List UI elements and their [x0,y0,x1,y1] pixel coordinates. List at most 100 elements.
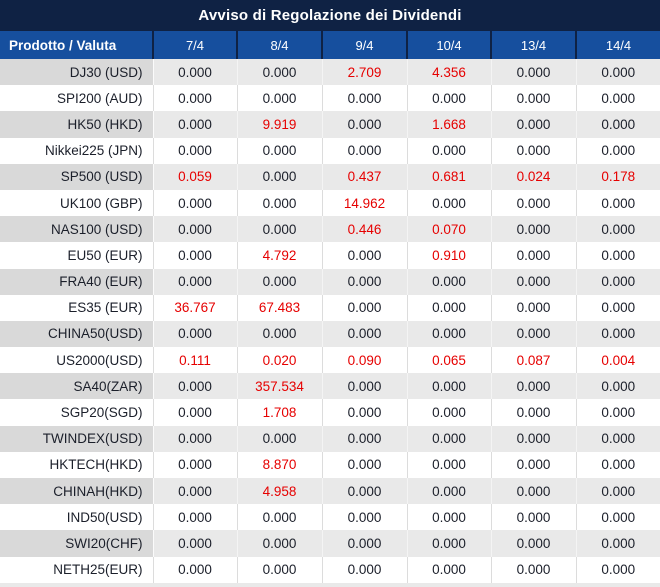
dividend-value-cell: 67.483 [237,294,323,321]
dividend-value-cell: 0.000 [407,530,492,557]
dividend-value-cell: 0.000 [322,504,408,531]
dividend-value-cell: 0.000 [153,189,238,217]
dividend-value-cell: 0.000 [237,189,323,217]
dividend-value-cell: 0.000 [237,530,323,557]
product-cell: EU50 (EUR) [0,242,154,269]
dividend-value-cell: 0.000 [153,111,238,138]
table-row: SP500 (USD) 0.059 0.000 0.437 0.681 0.024 0.17… [0,163,660,190]
dividend-value-cell: 4.792 [237,242,323,269]
dividend-value-cell: 0.446 [322,216,408,243]
product-cell: HKTECH(HKD) [0,451,154,478]
dividend-value-cell: 0.004 [576,347,660,374]
dividend-value-cell: 0.000 [491,556,577,583]
dividend-value-cell: 0.020 [237,347,323,374]
dividend-value-cell: 0.000 [237,59,323,86]
dividend-value-cell: 0.000 [407,137,492,164]
dividend-value-cell: 0.000 [153,137,238,164]
dividend-value-cell: 0.437 [322,163,408,190]
dividend-value-cell: 0.000 [491,425,577,452]
dividend-value-cell: 0.000 [576,320,660,348]
dividend-value-cell: 0.000 [322,451,408,478]
date-column-header: 9/4 [322,31,408,59]
date-column-header: 7/4 [153,31,238,59]
table-row: US2000(USD) 0.111 0.020 0.090 0.065 0.087 0.00… [0,347,660,374]
table-row: HK50 (HKD) 0.000 9.919 0.000 1.668 0.000 0.000 [0,111,660,138]
dividend-value-cell: 36.767 [153,294,238,321]
product-cell: DJ30 (USD) [0,59,154,86]
table-row: NETH25(EUR) 0.000 0.000 0.000 0.000 0.000 0.00… [0,556,660,583]
dividend-value-cell: 0.000 [491,111,577,138]
dividend-value-cell: 0.000 [153,242,238,269]
dividend-value-cell: 0.000 [322,320,408,348]
dividend-value-cell: 0.000 [491,85,577,112]
table-row: DJ30 (USD) 0.000 0.000 2.709 4.356 0.000 0.000 [0,59,660,86]
dividend-value-cell: 0.000 [237,425,323,452]
dividend-value-cell: 0.000 [407,504,492,531]
dividend-value-cell: 0.000 [237,216,323,243]
dividend-value-cell: 0.000 [576,294,660,321]
dividend-value-cell: 0.000 [491,216,577,243]
dividend-value-cell: 0.000 [491,451,577,478]
dividend-value-cell: 0.000 [153,85,238,112]
date-column-header: 8/4 [237,31,323,59]
table-row: ES35 (EUR) 36.767 67.483 0.000 0.000 0.000 0.0… [0,294,660,321]
dividend-table: Prodotto / Valuta 7/4 8/4 9/4 10/4 13/4 14/4 D… [0,31,660,583]
dividend-value-cell: 0.111 [153,347,238,374]
dividend-value-cell: 0.000 [407,451,492,478]
dividend-value-cell: 0.000 [322,137,408,164]
dividend-value-cell: 0.000 [491,530,577,557]
dividend-value-cell: 0.000 [491,294,577,321]
product-cell: HK50 (HKD) [0,111,154,138]
table-row: Nikkei225 (JPN) 0.000 0.000 0.000 0.000 0.000… [0,137,660,164]
dividend-value-cell: 0.000 [407,189,492,217]
table-row: EU50 (EUR) 0.000 4.792 0.000 0.910 0.000 0.000 [0,242,660,269]
product-cell: CHINA50(USD) [0,320,154,348]
table-row: HKTECH(HKD) 0.000 8.870 0.000 0.000 0.000 0.00… [0,451,660,478]
page-title: Avviso di Regolazione dei Dividendi [198,7,462,24]
dividend-value-cell: 0.000 [153,425,238,452]
date-column-header: 10/4 [407,31,492,59]
dividend-value-cell: 0.000 [322,242,408,269]
product-cell: SWI20(CHF) [0,530,154,557]
product-cell: SGP20(SGD) [0,399,154,426]
dividend-value-cell: 357.534 [237,373,323,400]
dividend-value-cell: 0.000 [576,556,660,583]
dividend-value-cell: 0.000 [576,242,660,269]
table-row: CHINA50(USD) 0.000 0.000 0.000 0.000 0.000 0.0… [0,320,660,348]
dividend-value-cell: 0.000 [407,294,492,321]
dividend-value-cell: 0.681 [407,163,492,190]
dividend-value-cell: 0.000 [576,137,660,164]
dividend-value-cell: 0.059 [153,163,238,190]
dividend-value-cell: 0.000 [491,137,577,164]
product-cell: SP500 (USD) [0,163,154,190]
dividend-value-cell: 0.000 [153,373,238,400]
product-column-header: Prodotto / Valuta [0,31,154,59]
dividend-value-cell: 0.000 [153,399,238,426]
dividend-value-cell: 0.000 [322,294,408,321]
dividend-value-cell: 0.000 [153,59,238,86]
dividend-value-cell: 0.000 [322,425,408,452]
dividend-value-cell: 0.000 [153,556,238,583]
dividend-value-cell: 0.178 [576,163,660,190]
dividend-value-cell: 0.000 [491,189,577,217]
product-cell: US2000(USD) [0,347,154,374]
dividend-value-cell: 0.000 [237,504,323,531]
dividend-value-cell: 0.000 [407,399,492,426]
table-row: SPI200 (AUD) 0.000 0.000 0.000 0.000 0.000 0.0… [0,85,660,112]
dividend-value-cell: 0.000 [237,268,323,295]
dividend-value-cell: 0.000 [491,504,577,531]
dividend-value-cell: 0.000 [237,163,323,190]
dividend-value-cell: 0.000 [576,373,660,400]
dividend-value-cell: 2.709 [322,59,408,86]
dividend-value-cell: 0.000 [576,59,660,86]
product-cell: CHINAH(HKD) [0,478,154,505]
dividend-value-cell: 0.000 [237,85,323,112]
dividend-value-cell: 0.000 [576,85,660,112]
dividend-value-cell: 1.708 [237,399,323,426]
dividend-value-cell: 0.087 [491,347,577,374]
dividend-value-cell: 0.000 [576,425,660,452]
product-cell: SA40(ZAR) [0,373,154,400]
dividend-value-cell: 0.000 [237,556,323,583]
dividend-value-cell: 8.870 [237,451,323,478]
dividend-value-cell: 0.000 [153,216,238,243]
